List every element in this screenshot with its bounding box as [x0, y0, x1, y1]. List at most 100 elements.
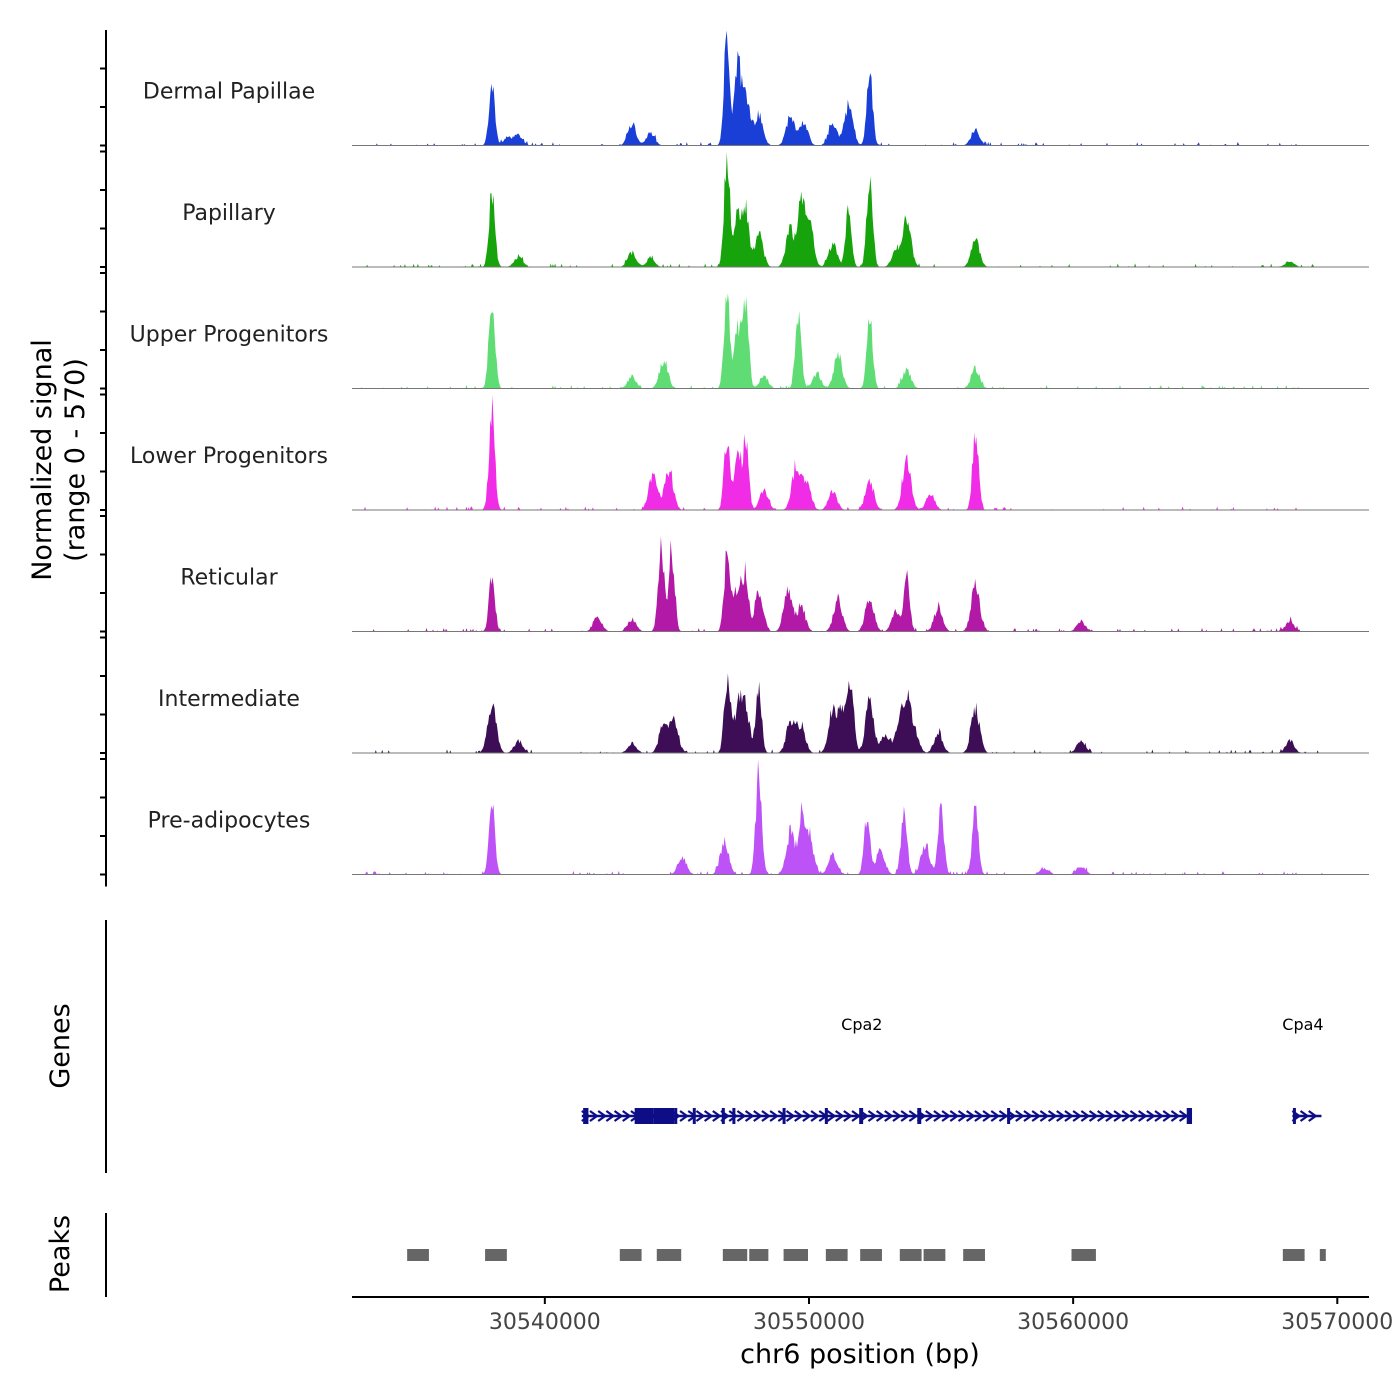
strand-arrow [1097, 1110, 1107, 1122]
strand-arrow [851, 1110, 861, 1122]
track-label: Intermediate [158, 687, 300, 712]
gene-exon [692, 1108, 696, 1124]
strand-arrow [1137, 1110, 1148, 1122]
strand-arrow [966, 1110, 976, 1122]
strand-arrow [1039, 1110, 1050, 1122]
strand-arrow [1162, 1110, 1173, 1122]
signal-area [352, 536, 1325, 632]
strand-arrow [622, 1110, 632, 1122]
strand-arrow [761, 1110, 771, 1122]
strand-arrow [875, 1110, 886, 1122]
signal-area [352, 759, 1325, 875]
signal-track: Intermediate [158, 673, 1369, 754]
strand-arrow [1015, 1110, 1025, 1122]
gene-exon [782, 1108, 786, 1124]
gene-exon [1292, 1108, 1296, 1124]
gene-exon [653, 1108, 675, 1124]
track-label: Papillary [182, 201, 276, 226]
strand-arrow [753, 1110, 763, 1122]
peak-region [783, 1249, 808, 1261]
signal-track: Lower Progenitors [130, 395, 1369, 511]
signal-area [352, 395, 1325, 510]
strand-arrow [892, 1110, 902, 1122]
genes-track-label: Genes [45, 1003, 76, 1088]
track-label: Upper Progenitors [130, 323, 329, 348]
y-axis-range-label: (range 0 - 570) [60, 358, 91, 562]
strand-arrow [925, 1110, 935, 1122]
strand-arrow [1170, 1110, 1181, 1122]
peak-region [722, 1249, 748, 1261]
gene-exon [634, 1108, 654, 1124]
signal-track: Upper Progenitors [130, 293, 1369, 389]
strand-arrow [744, 1110, 755, 1122]
strand-arrow [703, 1110, 714, 1122]
gene-exon [824, 1108, 828, 1124]
strand-arrow [974, 1110, 984, 1122]
strand-arrow [802, 1110, 812, 1122]
strand-arrow [982, 1110, 992, 1122]
strand-arrow [900, 1110, 911, 1122]
strand-arrow [1072, 1110, 1083, 1122]
strand-arrow [1299, 1110, 1310, 1122]
peak-region [923, 1249, 946, 1261]
peak-region [825, 1249, 848, 1261]
gene-model: Cpa2 [581, 1015, 1193, 1124]
signal-area [352, 293, 1325, 389]
gene-exon [1186, 1108, 1193, 1124]
strand-arrow [589, 1110, 599, 1122]
signal-track: Dermal Papillae [143, 30, 1369, 146]
strand-arrow [597, 1110, 608, 1122]
peak-region [407, 1249, 429, 1261]
strand-arrow [949, 1110, 960, 1122]
strand-arrow [695, 1110, 706, 1122]
strand-arrow [794, 1110, 804, 1122]
strand-arrow [769, 1110, 780, 1122]
peak-region [656, 1249, 682, 1261]
strand-arrow [1064, 1110, 1074, 1122]
peaks-track-label: Peaks [45, 1215, 76, 1293]
strand-arrow [785, 1110, 796, 1122]
strand-arrow [1308, 1110, 1318, 1122]
peak-region [1319, 1249, 1326, 1261]
strand-arrow [613, 1110, 624, 1122]
y-axis-title: Normalized signal (range 0 - 570) [27, 339, 91, 581]
peak-region [619, 1249, 642, 1261]
signal-area [352, 30, 1325, 146]
x-tick-label: 30570000 [1281, 1310, 1393, 1335]
strand-arrow [834, 1110, 845, 1122]
peak-region [1071, 1249, 1096, 1261]
strand-arrow [1056, 1110, 1066, 1122]
signal-track: Pre-adipocytes [148, 759, 1369, 875]
strand-arrow [990, 1110, 1001, 1122]
strand-arrow [679, 1110, 689, 1122]
strand-arrow [941, 1110, 951, 1122]
track-label: Lower Progenitors [130, 444, 328, 469]
gene-exon [732, 1108, 736, 1124]
peak-region [749, 1249, 769, 1261]
strand-arrow [843, 1110, 853, 1122]
strand-arrow [867, 1110, 878, 1122]
strand-arrow [810, 1110, 820, 1122]
strand-arrow [1154, 1110, 1164, 1122]
track-label: Dermal Papillae [143, 80, 315, 105]
peak-region [485, 1249, 507, 1261]
signal-track: Papillary [182, 152, 1369, 268]
strand-arrow [712, 1110, 722, 1122]
gene-label: Cpa4 [1282, 1015, 1323, 1034]
gene-exon [721, 1108, 725, 1124]
peak-region [1282, 1249, 1305, 1261]
strand-arrow [1031, 1110, 1042, 1122]
peak-region [860, 1249, 882, 1261]
strand-arrow [736, 1110, 747, 1122]
peak-region [899, 1249, 922, 1261]
x-tick-label: 30550000 [753, 1310, 865, 1335]
strand-arrow [1080, 1110, 1091, 1122]
gene-model: Cpa4 [1282, 1015, 1324, 1124]
gene-label: Cpa2 [841, 1015, 882, 1034]
strand-arrow [998, 1110, 1009, 1122]
strand-arrow [1113, 1110, 1123, 1122]
strand-arrow [908, 1110, 919, 1122]
track-label: Pre-adipocytes [148, 809, 311, 834]
strand-arrow [826, 1110, 837, 1122]
